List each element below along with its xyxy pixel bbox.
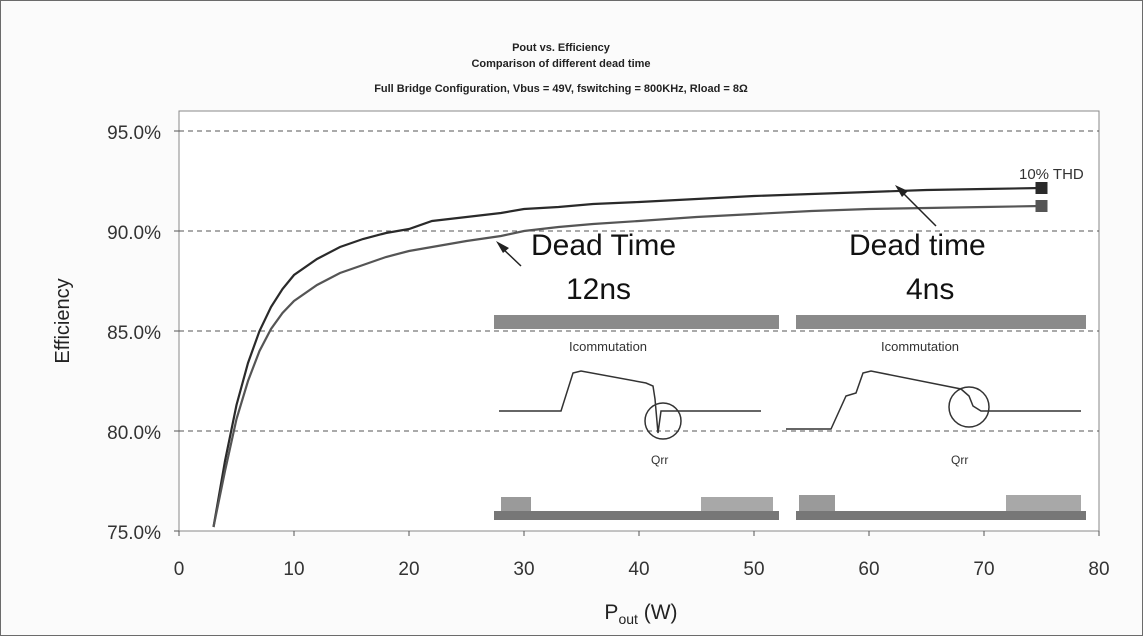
series-line-dt12 — [212, 204, 1042, 528]
waveform-trace-right — [786, 370, 1081, 430]
x-axis-title-main: P — [604, 601, 618, 624]
icommutation-label-right: Icommutation — [881, 339, 959, 354]
x-tick-label: 80 — [1088, 559, 1109, 580]
qrr-circle-right — [948, 386, 990, 428]
y-tick-label: 75.0% — [107, 523, 161, 544]
y-tick-label: 90.0% — [107, 223, 161, 244]
dead-time-4ns-label-line-2: 4ns — [906, 273, 954, 306]
chart-title-line-1: Pout vs. Efficiency — [512, 42, 611, 54]
dead-time-12ns-label-line-1: Dead Time — [531, 229, 676, 262]
y-axis-title: Efficiency — [52, 278, 74, 363]
inset-bottom-block-right-b — [1006, 495, 1081, 511]
qrr-circle-left — [644, 402, 682, 440]
inset-bottom-block-left-a — [501, 497, 531, 511]
x-tick-label: 0 — [174, 559, 185, 580]
dead-time-12ns-label-line-2: 12ns — [566, 273, 631, 306]
inset-bottom-block-left-b — [701, 497, 773, 511]
y-tick-label: 85.0% — [107, 323, 161, 344]
icommutation-label-left: Icommutation — [569, 339, 647, 354]
waveform-trace-left — [499, 370, 761, 434]
x-tick-label: 10 — [283, 559, 304, 580]
x-axis-title: Pout (W) — [604, 601, 677, 627]
annotation-arrows — [496, 185, 937, 267]
waveform-inset-4ns — [786, 315, 1086, 520]
inset-top-band-left — [494, 315, 779, 329]
inset-bottom-band-left — [494, 511, 779, 520]
x-tick-label: 70 — [973, 559, 994, 580]
tick-labels: 75.0% 80.0% 85.0% 90.0% 95.0% 0 10 20 30 40 50 60 70… — [107, 123, 1109, 580]
series-end-marker-dt12 — [1035, 200, 1048, 212]
x-tick-label: 30 — [513, 559, 534, 580]
chart-title-line-3: Full Bridge Configuration, Vbus = 49V, f… — [374, 83, 748, 95]
x-tick-label: 40 — [628, 559, 649, 580]
arrow-head-12ns — [496, 241, 509, 253]
dead-time-4ns-label-line-1: Dead time — [849, 229, 986, 262]
inset-bottom-band-right — [796, 511, 1086, 520]
waveform-inset-12ns — [494, 315, 779, 520]
inset-top-band-right — [796, 315, 1086, 329]
x-axis-title-sub: out — [618, 611, 638, 627]
x-axis-title-unit: (W) — [638, 601, 678, 624]
thd-label: 10% THD — [1019, 166, 1084, 183]
qrr-label-right: Qrr — [951, 453, 968, 467]
series-line-dt4 — [212, 186, 1042, 528]
inset-bottom-block-right-a — [799, 495, 835, 511]
x-tick-label: 50 — [743, 559, 764, 580]
x-tick-label: 20 — [398, 559, 419, 580]
y-tick-label: 95.0% — [107, 123, 161, 144]
series-end-marker-dt4 — [1035, 182, 1048, 194]
chart-title-line-2: Comparison of different dead time — [471, 58, 650, 70]
arrow-dead-time-4ns — [900, 190, 937, 227]
series-lines — [212, 182, 1048, 528]
grid-lines — [179, 130, 1099, 432]
qrr-label-left: Qrr — [651, 453, 668, 467]
x-tick-label: 60 — [858, 559, 879, 580]
y-tick-label: 80.0% — [107, 423, 161, 444]
arrow-head-4ns — [895, 185, 908, 197]
